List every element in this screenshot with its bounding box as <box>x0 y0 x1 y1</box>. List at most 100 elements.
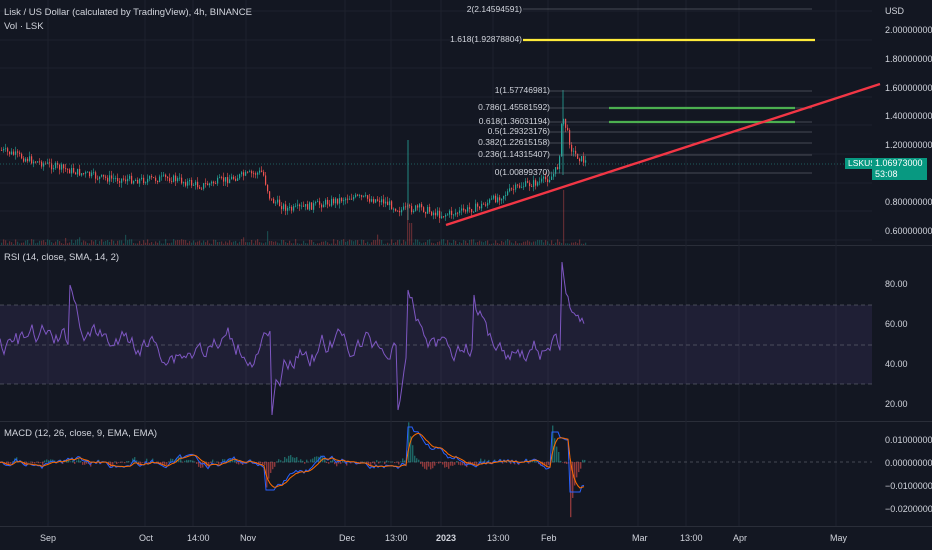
macd-histogram-bar <box>488 459 490 463</box>
volume-bar <box>211 243 213 245</box>
candle-body <box>307 204 309 210</box>
macd-histogram-bar <box>72 460 74 463</box>
candle-body <box>365 195 367 197</box>
rsi-legend[interactable]: RSI (14, close, SMA, 14, 2) <box>4 252 120 263</box>
candle-body <box>165 174 167 178</box>
candle-body <box>443 216 445 218</box>
candle-body <box>371 199 373 202</box>
macd-histogram-bar <box>472 462 474 464</box>
pane-separator[interactable] <box>0 245 932 246</box>
volume-bar <box>397 240 399 245</box>
macd-histogram-bar <box>126 461 128 463</box>
candle-body <box>561 124 563 157</box>
macd-histogram-bar <box>268 462 270 479</box>
macd-histogram-bar <box>368 462 370 466</box>
volume-bar <box>255 240 257 245</box>
macd-histogram-bar <box>430 462 432 470</box>
volume-bar <box>447 240 449 245</box>
macd-histogram-bar <box>440 462 442 463</box>
volume-bar <box>307 243 309 245</box>
volume-bar <box>323 241 325 245</box>
pane-separator[interactable] <box>0 421 932 422</box>
volume-bar <box>157 242 159 245</box>
volume-bar <box>143 240 145 245</box>
macd-histogram-bar <box>238 462 240 465</box>
candle-body <box>541 178 543 182</box>
candle-body <box>329 204 331 206</box>
volume-bar <box>263 243 265 245</box>
symbol-legend[interactable]: Lisk / US Dollar (calculated by TradingV… <box>4 7 252 18</box>
price-axis[interactable]: USD 2.00000000 1.80000000 1.60000000 1.4… <box>872 0 932 245</box>
candle-body <box>267 184 269 192</box>
candle-body <box>429 206 431 212</box>
volume-bar <box>51 242 53 245</box>
candle-body <box>215 183 217 185</box>
candle-body <box>327 199 329 205</box>
volume-bar <box>251 239 253 245</box>
rsi-axis[interactable]: 80.00 60.00 40.00 20.00 <box>872 246 932 421</box>
candle-body <box>29 156 31 162</box>
volume-bar <box>17 241 19 245</box>
candle-body <box>7 148 9 152</box>
macd-tick: 0.00000000 <box>885 458 932 468</box>
macd-histogram-bar <box>578 462 580 473</box>
candle-body <box>511 188 513 190</box>
candle-body <box>239 174 241 179</box>
volume-bar <box>295 239 297 245</box>
volume-bar <box>535 241 537 245</box>
candle-body <box>161 175 163 177</box>
macd-tick: 0.01000000 <box>885 435 932 445</box>
volume-bar <box>297 243 299 245</box>
candle-body <box>449 210 451 215</box>
candle-body <box>461 208 463 211</box>
candle-body <box>227 177 229 184</box>
macd-histogram-bar <box>48 460 50 463</box>
volume-bar <box>195 242 197 245</box>
volume-legend[interactable]: Vol · LSK <box>4 21 44 32</box>
macd-histogram-bar <box>112 462 114 466</box>
macd-histogram-bar <box>288 455 290 463</box>
macd-axis[interactable]: 0.01000000 0.00000000 −0.01000000 −0.020… <box>872 422 932 526</box>
candle-body <box>423 207 425 213</box>
volume-bar <box>563 190 565 245</box>
volume-bar <box>547 241 549 245</box>
volume-bar <box>165 239 167 245</box>
candle-body <box>101 174 103 177</box>
macd-legend[interactable]: MACD (12, 26, close, 9, EMA, EMA) <box>4 428 158 439</box>
candle-body <box>221 177 223 179</box>
volume-bar <box>499 243 501 245</box>
macd-histogram-bar <box>28 461 30 463</box>
volume-bar <box>427 240 429 245</box>
candle-body <box>21 153 23 159</box>
volume-bar <box>421 243 423 245</box>
macd-histogram-bar <box>394 462 396 464</box>
macd-histogram-bar <box>82 462 84 465</box>
volume-bar <box>25 240 27 245</box>
candle-body <box>373 199 375 203</box>
macd-histogram-bar <box>456 461 458 463</box>
macd-histogram-bar <box>222 459 224 463</box>
macd-histogram-bar <box>190 460 192 463</box>
signal-line <box>0 432 585 489</box>
volume-bar <box>123 243 125 245</box>
symbol-price-label: LSKUSD <box>845 158 886 169</box>
volume-bar <box>353 241 355 245</box>
candle-body <box>481 203 483 209</box>
volume-bar <box>259 242 261 245</box>
volume-bar <box>11 242 13 245</box>
volume-bar <box>139 240 141 245</box>
volume-bar <box>523 241 525 245</box>
candle-body <box>69 169 71 174</box>
volume-bar <box>463 240 465 245</box>
volume-bar <box>309 239 311 245</box>
volume-bar <box>61 243 63 245</box>
volume-bar <box>321 241 323 245</box>
volume-bar <box>147 239 149 245</box>
candle-body <box>77 168 79 175</box>
macd-histogram-bar <box>410 436 412 463</box>
macd-histogram-bar <box>540 462 542 466</box>
macd-histogram-bar <box>470 462 472 464</box>
volume-bar <box>273 241 275 245</box>
candle-body <box>61 164 63 170</box>
